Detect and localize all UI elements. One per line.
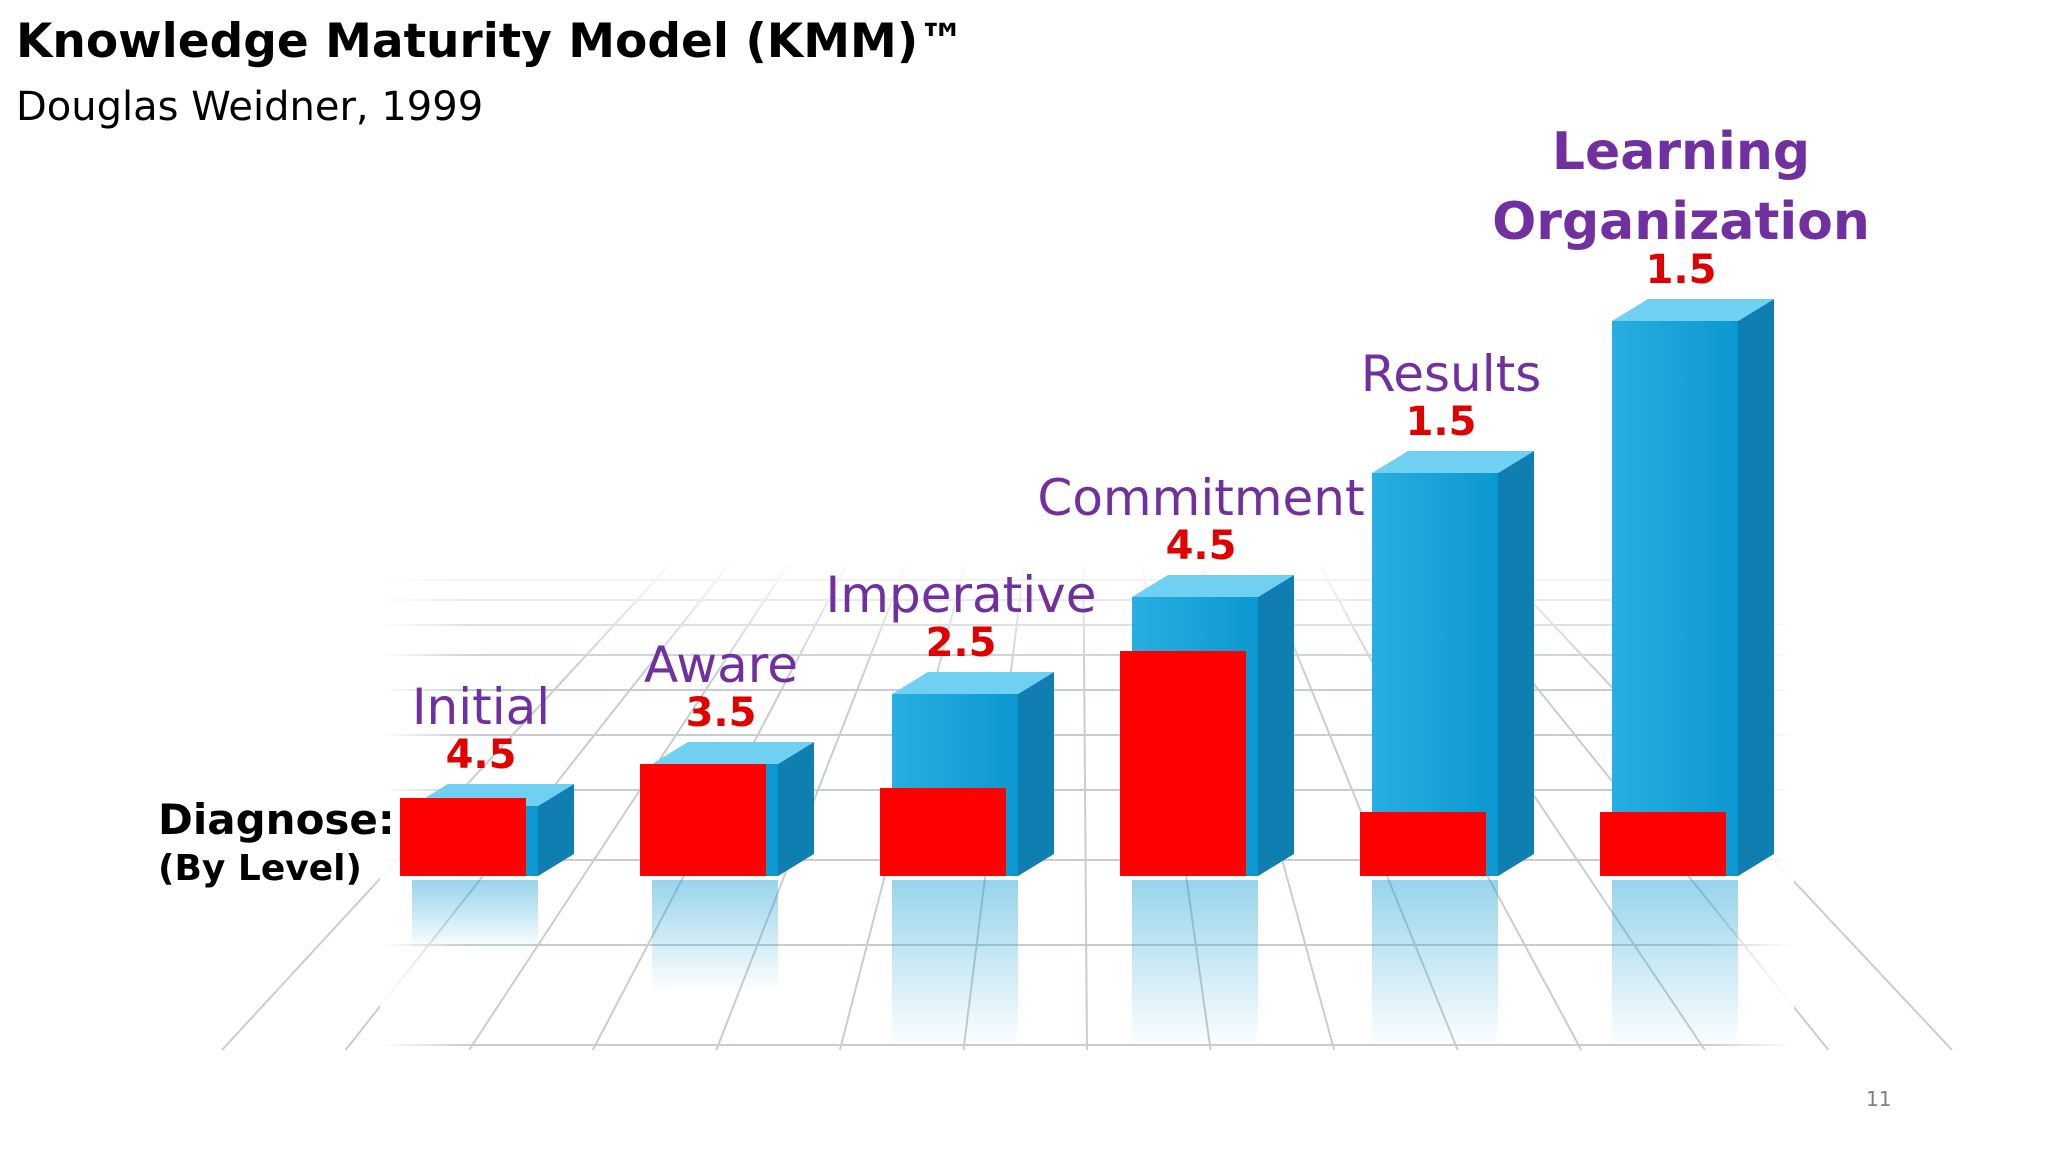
- bar-1: [400, 784, 574, 876]
- bar-side: [1018, 672, 1054, 876]
- page-number: 11: [1866, 1087, 1892, 1111]
- bar-3: [880, 672, 1054, 876]
- bar-top: [1372, 451, 1534, 473]
- bar-side: [778, 742, 814, 876]
- diagnosis-bar: [1600, 812, 1726, 876]
- category-label: Aware: [644, 636, 798, 694]
- bar-2: [640, 742, 814, 876]
- bars: [400, 299, 1774, 876]
- slide-subtitle: Douglas Weidner, 1999: [16, 84, 484, 130]
- value-label: 1.5: [1646, 247, 1717, 293]
- bar-side: [1498, 451, 1534, 876]
- bar-reflection: [1372, 880, 1498, 1050]
- diagnosis-bar: [880, 788, 1006, 876]
- diagnosis-bar: [1120, 651, 1246, 876]
- value-label: 4.5: [1166, 523, 1237, 569]
- bar-front: [1372, 473, 1498, 876]
- bar-top: [1132, 575, 1294, 597]
- grid-fade-top: [382, 555, 1792, 675]
- bar-side: [538, 784, 574, 876]
- bar-top: [892, 672, 1054, 694]
- bar-top: [1612, 299, 1774, 321]
- bar-top: [652, 742, 814, 764]
- bar-reflections: [412, 880, 1738, 1050]
- diagnosis-bar: [400, 798, 526, 876]
- category-label: Commitment: [1037, 469, 1364, 527]
- category-label: Initial: [412, 678, 550, 736]
- category-label: Learning: [1552, 122, 1810, 182]
- bar-4: [1120, 575, 1294, 876]
- diagnose-axis-label: Diagnose:: [158, 795, 395, 844]
- category-label: Imperative: [826, 566, 1097, 624]
- bar-reflection: [1132, 880, 1258, 1050]
- bar-6: [1600, 299, 1774, 876]
- diagnosis-bar: [1360, 812, 1486, 876]
- value-label: 1.5: [1406, 399, 1477, 445]
- bar-side: [1258, 575, 1294, 876]
- category-label: Results: [1361, 345, 1542, 403]
- category-label: Organization: [1492, 192, 1870, 252]
- slide-title: Knowledge Maturity Model (KMM)™: [16, 14, 966, 69]
- bar-front: [1612, 321, 1738, 876]
- bar-side: [1738, 299, 1774, 876]
- bar-reflection: [1612, 880, 1738, 1050]
- diagnose-axis-label: (By Level): [158, 848, 362, 889]
- value-label: 2.5: [926, 620, 997, 666]
- bar-reflection: [412, 880, 538, 950]
- diagnosis-bar: [640, 764, 766, 876]
- value-label: 3.5: [686, 690, 757, 736]
- bar-5: [1360, 451, 1534, 876]
- bar-reflection: [892, 880, 1018, 1050]
- value-label: 4.5: [446, 732, 517, 778]
- bar-reflection: [652, 880, 778, 992]
